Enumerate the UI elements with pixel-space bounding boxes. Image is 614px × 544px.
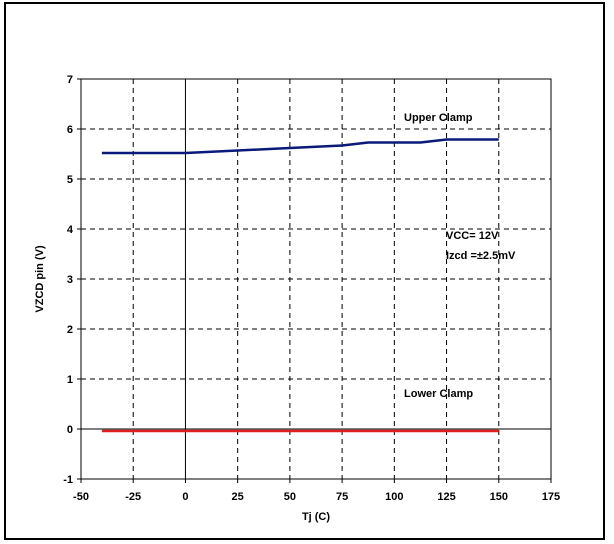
y-tick-label: 4 [67, 224, 74, 236]
x-tick-label: -50 [73, 491, 89, 503]
zero-axes [77, 78, 552, 483]
series-layer [101, 138, 499, 433]
x-tick-label: 125 [437, 491, 455, 503]
x-tick-label: 50 [284, 491, 296, 503]
x-tick-label: 25 [232, 491, 244, 503]
y-tick-label: 3 [67, 274, 73, 286]
izcd-condition-label: Izcd =±2.5mV [446, 250, 516, 262]
y-tick-label: 0 [67, 424, 73, 436]
x-tick-labels: -50 -25 0 25 50 75 100 125 150 175 [73, 491, 560, 503]
x-tick-label: 175 [542, 491, 560, 503]
y-tick-label: -1 [63, 474, 73, 486]
series-line-upper-clamp [101, 138, 499, 155]
y-tick-labels: -1 0 1 2 3 4 5 6 7 [63, 74, 74, 486]
y-tick-label: 7 [67, 74, 73, 86]
lower-clamp-label: Lower Clamp [404, 388, 473, 400]
x-axis-title: Tj (C) [302, 511, 330, 523]
y-axis-title: VZCD pin (V) [34, 245, 46, 313]
grid [81, 79, 551, 479]
vcc-condition-label: VCC= 12V [446, 230, 499, 242]
x-tick-label: 150 [490, 491, 508, 503]
upper-clamp-label: Upper Clamp [404, 112, 473, 124]
chart-frame: -1 0 1 2 3 4 5 6 7 -50 -25 0 25 50 75 100 125 150 175 Tj … [4, 2, 605, 540]
x-tick-label: 100 [385, 491, 403, 503]
x-tick-label: 75 [336, 491, 348, 503]
y-tick-label: 1 [67, 374, 73, 386]
y-tick-label: 6 [67, 124, 73, 136]
x-tick-label: -25 [125, 491, 141, 503]
y-tick-label: 5 [67, 174, 73, 186]
chart: -1 0 1 2 3 4 5 6 7 -50 -25 0 25 50 75 100 125 150 175 Tj … [34, 74, 560, 523]
y-tick-label: 2 [67, 324, 73, 336]
x-tick-label: 0 [182, 491, 188, 503]
